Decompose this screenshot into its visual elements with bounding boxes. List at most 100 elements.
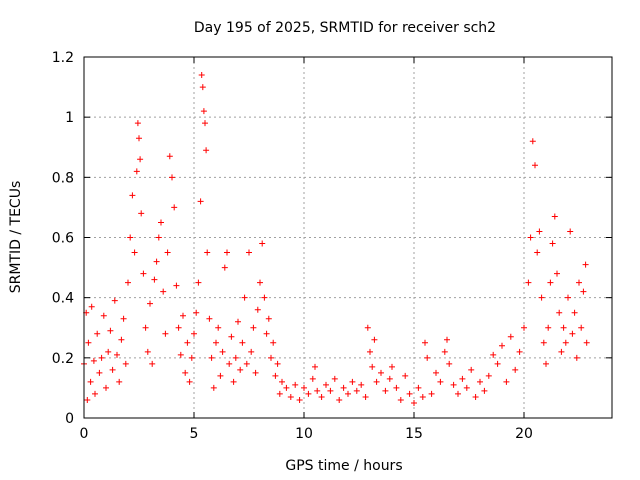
data-point <box>184 339 191 346</box>
data-point <box>230 378 237 385</box>
x-tick-label: 10 <box>295 426 313 442</box>
data-point <box>131 249 138 256</box>
data-point <box>558 348 565 355</box>
data-point <box>228 333 235 340</box>
data-point <box>444 336 450 343</box>
data-point <box>217 372 224 379</box>
data-point <box>314 387 321 394</box>
data-point <box>571 309 578 316</box>
data-point <box>582 261 589 268</box>
data-point <box>149 360 156 367</box>
x-tick-label: 15 <box>405 426 423 442</box>
data-point <box>573 354 580 361</box>
data-point <box>270 339 277 346</box>
data-point <box>173 282 180 289</box>
data-point <box>202 120 208 127</box>
data-point <box>569 330 576 337</box>
data-point <box>397 396 404 403</box>
data-point <box>257 279 263 286</box>
data-point <box>554 270 560 277</box>
data-point <box>507 333 514 340</box>
y-axis-label: SRMTID / TECUs <box>8 181 24 294</box>
data-point <box>364 324 371 331</box>
data-point <box>331 375 338 382</box>
data-point <box>272 372 279 379</box>
data-point <box>88 303 95 310</box>
data-point <box>340 384 347 391</box>
data-point <box>543 360 549 367</box>
data-point <box>137 156 144 163</box>
data-point <box>525 279 532 286</box>
data-point <box>382 387 389 394</box>
data-point <box>155 234 162 241</box>
data-point <box>265 315 272 322</box>
data-point <box>386 375 393 382</box>
data-point <box>166 153 173 160</box>
plot-frame <box>83 56 613 419</box>
data-point <box>94 330 101 337</box>
data-point <box>362 393 369 400</box>
data-point <box>512 366 519 373</box>
data-point <box>562 339 569 346</box>
data-point <box>521 324 527 331</box>
data-point <box>499 342 505 349</box>
data-point <box>327 387 334 394</box>
data-point <box>246 249 252 256</box>
data-point <box>250 324 257 331</box>
data-point <box>534 249 541 256</box>
data-point <box>549 240 556 247</box>
data-point <box>103 384 109 391</box>
data-point <box>151 276 158 283</box>
x-tick-label: 0 <box>80 426 89 442</box>
data-point <box>312 363 318 370</box>
data-point <box>494 360 501 367</box>
data-point <box>147 300 153 307</box>
data-point <box>199 84 206 91</box>
y-tick-label: 1.2 <box>52 50 74 66</box>
data-point <box>210 384 217 391</box>
y-tick-label: 1 <box>65 110 74 126</box>
data-point <box>200 108 207 115</box>
data-point <box>191 330 197 337</box>
data-point <box>127 234 134 241</box>
data-point <box>367 348 373 355</box>
data-point <box>424 354 431 361</box>
data-point <box>287 393 294 400</box>
data-point <box>371 336 378 343</box>
data-point <box>107 327 114 334</box>
data-point <box>540 339 547 346</box>
data-point <box>206 315 213 322</box>
data-point <box>567 228 574 235</box>
data-point <box>160 288 167 295</box>
data-point <box>105 348 112 355</box>
data-point <box>578 324 585 331</box>
x-tick-label: 5 <box>190 426 199 442</box>
data-point <box>378 369 384 376</box>
data-point <box>241 294 248 301</box>
data-point <box>468 366 475 373</box>
data-point <box>169 174 175 181</box>
data-point <box>114 351 120 358</box>
data-point <box>162 330 169 337</box>
data-point <box>226 360 233 367</box>
data-point <box>565 294 571 301</box>
data-point <box>193 309 200 316</box>
data-point <box>122 360 129 367</box>
data-point <box>221 264 228 271</box>
data-point <box>136 135 142 142</box>
data-point <box>180 312 186 319</box>
data-point <box>120 315 127 322</box>
data-point <box>186 378 193 385</box>
data-point <box>551 213 558 220</box>
data-point <box>516 348 523 355</box>
y-tick-label: 0.6 <box>52 231 74 247</box>
y-tick-label: 0 <box>65 411 74 427</box>
x-axis-label: GPS time / hours <box>285 458 402 474</box>
data-point <box>182 369 189 376</box>
data-point <box>92 390 98 397</box>
data-point <box>576 279 582 286</box>
data-point <box>188 354 195 361</box>
data-point <box>450 381 457 388</box>
data-point <box>198 72 205 79</box>
data-point <box>411 399 417 406</box>
